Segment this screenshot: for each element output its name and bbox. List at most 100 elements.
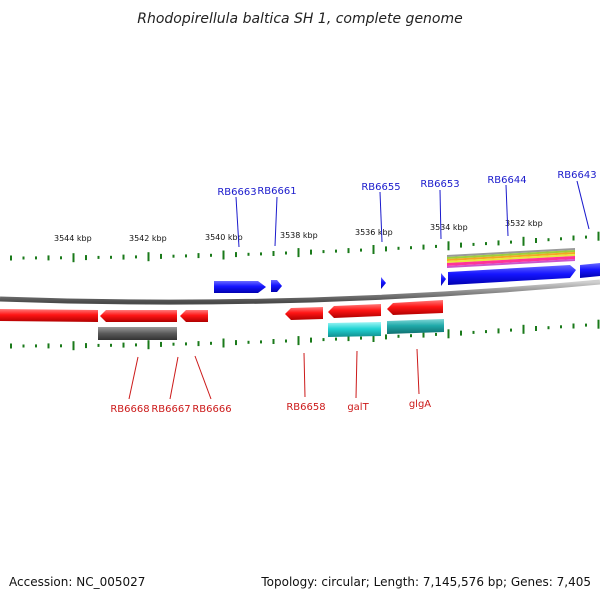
outer-scale-tick xyxy=(172,254,175,258)
gene-rb6663-arrow[interactable] xyxy=(214,281,266,293)
outer-scale-tick xyxy=(585,235,587,239)
outer-scale-tick xyxy=(297,248,300,258)
outer-scale-tick xyxy=(560,237,562,241)
inner-scale-tick xyxy=(247,340,250,344)
gene-label-rb6667[interactable]: RB6667 xyxy=(151,404,190,415)
inner-scale-tick xyxy=(572,323,575,329)
gene-rb6666-arrow[interactable] xyxy=(180,310,208,322)
scale-label-3538: 3538 kbp xyxy=(280,231,318,240)
inner-scale-tick xyxy=(22,344,25,348)
inner-scale-tick xyxy=(372,333,375,342)
secondary-features xyxy=(98,319,444,340)
outer-scale-tick xyxy=(360,248,362,252)
scale-labels: 3544 kbp 3542 kbp 3540 kbp 3538 kbp 3536… xyxy=(54,219,543,243)
inner-scale-tick xyxy=(510,328,512,332)
inner-scale-tick xyxy=(97,343,100,347)
outer-scale-tick xyxy=(222,250,225,260)
outer-scale-tick xyxy=(22,256,25,260)
outer-scale-tick xyxy=(522,236,525,246)
outer-scale-tick xyxy=(597,231,600,241)
outer-scale-tick xyxy=(72,253,75,263)
outer-scale-tick xyxy=(197,253,200,259)
inner-scale-tick xyxy=(435,332,437,336)
outer-scale-tick xyxy=(10,255,12,261)
inner-scale-tick xyxy=(210,341,212,345)
gene-rb6643-arrow[interactable] xyxy=(580,263,600,278)
gene-rb6644-arrow[interactable] xyxy=(448,265,576,285)
gene-label-glga[interactable]: glgA xyxy=(409,399,431,410)
outer-scale-tick xyxy=(410,246,412,250)
scale-ticks-outer xyxy=(10,231,600,263)
inner-scale-tick xyxy=(535,326,537,331)
gene-label-rb6655[interactable]: RB6655 xyxy=(361,182,400,193)
inner-scale-tick xyxy=(447,329,450,339)
gene-label-rb6643[interactable]: RB6643 xyxy=(557,170,596,181)
gene-glga-arrow[interactable] xyxy=(387,300,443,315)
outer-scale-tick xyxy=(147,252,150,262)
outer-scale-tick xyxy=(122,254,125,260)
outer-scale-tick xyxy=(35,256,37,260)
outer-scale-tick xyxy=(60,256,62,260)
inner-scale-tick xyxy=(260,340,262,344)
outer-scale-tick xyxy=(210,253,212,257)
gene-label-rb6644[interactable]: RB6644 xyxy=(487,175,526,186)
genome-backbone xyxy=(0,279,600,305)
gene-rb6661-arrow[interactable] xyxy=(271,280,282,292)
inner-scale-tick xyxy=(185,342,187,346)
gene-label-rb6658[interactable]: RB6658 xyxy=(286,402,325,413)
gene-label-rb6653[interactable]: RB6653 xyxy=(420,179,459,190)
rrna-feature-block[interactable] xyxy=(98,327,177,340)
scale-label-3532: 3532 kbp xyxy=(505,219,543,228)
outer-scale-tick xyxy=(247,252,250,256)
inner-scale-tick xyxy=(160,341,162,347)
scale-label-3544: 3544 kbp xyxy=(54,234,92,243)
cds-feature-cyan[interactable] xyxy=(328,322,381,337)
outer-scale-tick xyxy=(485,242,487,246)
forward-labels: RB6663 RB6661 RB6655 RB6653 RB6644 RB664… xyxy=(217,170,596,198)
inner-scale-tick xyxy=(385,334,387,340)
reverse-genes xyxy=(0,300,443,322)
inner-scale-tick xyxy=(460,330,462,336)
gene-label-rb6661[interactable]: RB6661 xyxy=(257,186,296,197)
outer-scale-tick xyxy=(160,253,162,259)
outer-scale-tick xyxy=(47,255,50,261)
gene-rb6658-arrow[interactable] xyxy=(285,307,323,320)
gene-rb6655-arrow[interactable] xyxy=(381,277,386,289)
inner-scale-tick xyxy=(310,337,312,343)
gene-label-rb6663[interactable]: RB6663 xyxy=(217,187,256,198)
gene-rb6653-arrow[interactable] xyxy=(441,273,446,286)
outer-scale-tick xyxy=(422,244,425,250)
feature-stripes xyxy=(447,248,575,268)
map-title: Rhodopirellula baltica SH 1, complete ge… xyxy=(137,11,463,27)
outer-scale-tick xyxy=(510,240,512,244)
inner-scale-tick xyxy=(560,325,562,329)
forward-genes xyxy=(214,263,600,293)
outer-scale-tick xyxy=(260,252,262,256)
inner-scale-tick xyxy=(110,343,112,347)
gene-label-rb6668[interactable]: RB6668 xyxy=(110,404,149,415)
outer-scale-tick xyxy=(335,249,337,253)
scale-label-3542: 3542 kbp xyxy=(129,234,167,243)
gene-rb6667-arrow[interactable] xyxy=(100,310,177,322)
inner-scale-tick xyxy=(47,343,50,349)
inner-scale-tick xyxy=(347,336,350,342)
scale-label-3536: 3536 kbp xyxy=(355,228,393,237)
inner-scale-tick xyxy=(172,342,175,346)
outer-scale-tick xyxy=(497,240,500,246)
forward-leaders xyxy=(235,180,590,248)
gene-label-galt[interactable]: galT xyxy=(347,402,369,413)
inner-scale-tick xyxy=(10,343,12,349)
cds-feature-teal[interactable] xyxy=(387,319,444,334)
inner-scale-tick xyxy=(522,324,525,334)
outer-scale-tick xyxy=(435,244,437,248)
reverse-leaders xyxy=(128,348,420,400)
inner-scale-tick xyxy=(122,342,125,348)
reverse-labels: RB6668 RB6667 RB6666 RB6658 galT glgA xyxy=(110,399,431,415)
inner-scale-tick xyxy=(147,340,150,350)
outer-scale-tick xyxy=(447,241,450,251)
gene-galt-arrow[interactable] xyxy=(328,304,381,318)
gene-rb6668-arrow[interactable] xyxy=(0,309,98,322)
inner-scale-tick xyxy=(410,334,412,338)
accession-text: Accession: NC_005027 xyxy=(9,575,145,589)
gene-label-rb6666[interactable]: RB6666 xyxy=(192,404,231,415)
